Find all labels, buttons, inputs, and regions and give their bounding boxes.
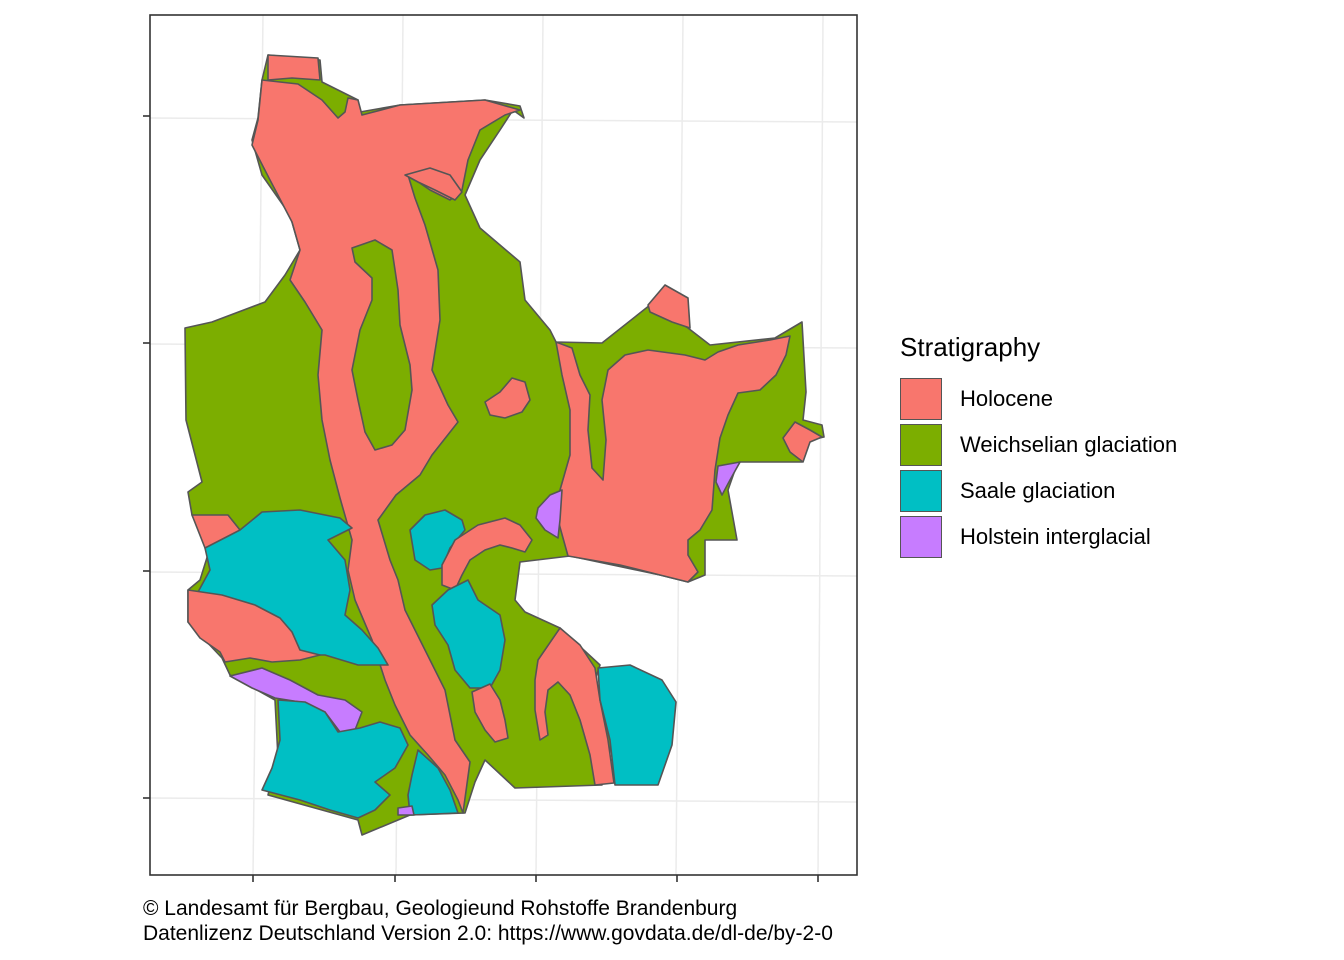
legend-key-holocene: [900, 378, 942, 420]
source-caption: © Landesamt für Bergbau, Geologieund Roh…: [143, 896, 833, 946]
unit-holocene-sw-strip[interactable]: [187, 589, 321, 663]
axis-ticks: [143, 115, 819, 882]
legend-label: Weichselian glaciation: [960, 432, 1178, 457]
unit-holocene-east-block[interactable]: [555, 335, 791, 583]
legend-label: Saale glaciation: [960, 478, 1116, 503]
unit-holocene-ne-tip[interactable]: [647, 284, 691, 329]
unit-holocene-channel-branch[interactable]: [404, 167, 463, 201]
geology-map: [184, 54, 825, 836]
legend: Stratigraphy Holocene Weichselian glacia…: [900, 330, 1177, 560]
unit-holstein-east[interactable]: [715, 461, 741, 496]
legend-item-holocene: Holocene: [900, 376, 1177, 422]
legend-key-weichselian: [900, 424, 942, 466]
legend-item-weichselian: Weichselian glaciation: [900, 422, 1177, 468]
unit-weichselian-lens-west[interactable]: [351, 239, 413, 451]
unit-saale-south-central[interactable]: [407, 749, 459, 816]
unit-saale-southeast[interactable]: [597, 664, 677, 786]
legend-item-saale: Saale glaciation: [900, 468, 1177, 514]
unit-saale-south-elongated[interactable]: [431, 579, 506, 689]
graticule-line: [817, 14, 824, 876]
legend-item-holstein: Holstein interglacial: [900, 514, 1177, 560]
panel-border: [149, 14, 858, 876]
unit-holocene-south-patch[interactable]: [471, 683, 509, 743]
unit-holstein-sliver[interactable]: [397, 805, 415, 816]
unit-holstein-center[interactable]: [535, 489, 563, 539]
graticule-line: [149, 797, 858, 803]
legend-title: Stratigraphy: [900, 332, 1041, 362]
unit-saale-sw-block[interactable]: [261, 699, 409, 819]
unit-holocene-east-nub[interactable]: [782, 421, 823, 463]
legend-key-holstein: [900, 516, 942, 558]
caption-line-copyright: © Landesamt für Bergbau, Geologieund Roh…: [143, 897, 738, 920]
caption-line-license: Datenlizenz Deutschland Version 2.0: htt…: [143, 922, 833, 945]
unit-holocene-south-loop[interactable]: [534, 627, 615, 786]
legend-label: Holstein interglacial: [960, 524, 1151, 549]
unit-holocene-island[interactable]: [484, 377, 531, 419]
legend-label: Holocene: [960, 386, 1053, 411]
legend-key-saale: [900, 470, 942, 512]
